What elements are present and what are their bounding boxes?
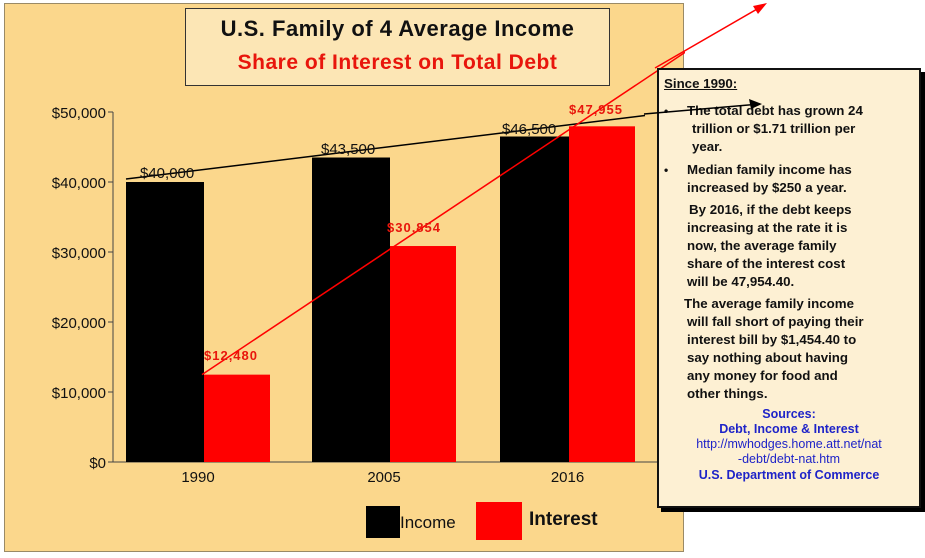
legend-swatch-interest (476, 502, 522, 540)
chart-panel: U.S. Family of 4 Average Income Share of… (4, 3, 685, 552)
data-label-income: $43,500 (321, 141, 375, 158)
y-tick-label: $0 (89, 455, 106, 472)
legend-swatch-income (366, 506, 400, 538)
title-box: U.S. Family of 4 Average Income Share of… (185, 8, 610, 86)
bar-income-2005 (312, 157, 390, 462)
bullet-dot: • (664, 163, 669, 177)
para-2-line-3: interest bill by $1,454.40 to (687, 332, 857, 347)
source-url-line-1[interactable]: http://mwhodges.home.att.net/nat (696, 437, 882, 451)
y-tick-label: $20,000 (52, 315, 106, 332)
para-2-line-2: will fall short of paying their (687, 314, 864, 329)
source-url-line-2[interactable]: -debt/debt-nat.htm (737, 452, 841, 466)
bar-income-2016 (500, 136, 569, 462)
data-label-interest: $30,854 (387, 220, 441, 235)
bar-income-1990 (126, 182, 204, 462)
notes-box: Since 1990: • The total debt has grown 2… (657, 68, 921, 508)
data-label-interest: $47,955 (569, 102, 623, 117)
para-1-line-3: now, the average family (687, 238, 837, 253)
bullet-dot: • (664, 104, 669, 118)
x-tick-label: 2005 (367, 469, 400, 486)
income-trend-line (125, 114, 646, 180)
bullet-1-line-2: trillion or $1.71 trillion per (692, 121, 856, 136)
y-tick-label: $10,000 (52, 385, 106, 402)
bullet-1-line-3: year. (692, 139, 723, 154)
bullet-2-line-2: increased by $250 a year. (687, 180, 847, 195)
chart-title: U.S. Family of 4 Average Income (220, 16, 575, 41)
y-tick-label: $40,000 (52, 175, 106, 192)
arrowhead-icon (753, 3, 767, 14)
y-tick-label: $50,000 (52, 105, 106, 122)
x-tick-label: 1990 (181, 469, 214, 486)
data-label-interest: $12,480 (204, 348, 258, 363)
sources-heading: Sources: (762, 407, 816, 421)
bar-interest-2016 (569, 126, 635, 462)
bullet-1-line-1: The total debt has grown 24 (687, 103, 863, 118)
bar-chart: $0 $10,000 $20,000 $30,000 $40,000 $50,000 199… (52, 51, 685, 486)
para-1-line-2: increasing at the rate it is (687, 220, 848, 235)
bullet-2-line-1: Median family income has (687, 162, 852, 177)
para-2-line-1: The average family income (684, 296, 854, 311)
para-1-line-1: By 2016, if the debt keeps (689, 202, 852, 217)
bar-interest-2005 (390, 246, 456, 462)
para-2-line-5: any money for food and (687, 368, 838, 383)
legend-label-income: Income (400, 513, 456, 532)
y-tick-label: $30,000 (52, 245, 106, 262)
x-tick-label: 2016 (551, 469, 584, 486)
para-2-line-6: other things. (687, 386, 768, 401)
bar-interest-1990 (204, 374, 270, 462)
data-label-income: $40,000 (140, 165, 194, 182)
para-2-line-4: say nothing about having (687, 350, 849, 365)
para-1-line-5: will be 47,954.40. (687, 274, 795, 289)
notes-heading: Since 1990: (664, 76, 738, 91)
legend-label-interest: Interest (529, 509, 598, 530)
para-1-line-4: share of the interest cost (687, 256, 846, 271)
data-label-income: $46,500 (502, 121, 556, 138)
source-debt-income-interest: Debt, Income & Interest (719, 422, 859, 436)
chart-subtitle: Share of Interest on Total Debt (237, 51, 558, 74)
source-department-of-commerce: U.S. Department of Commerce (698, 468, 880, 482)
